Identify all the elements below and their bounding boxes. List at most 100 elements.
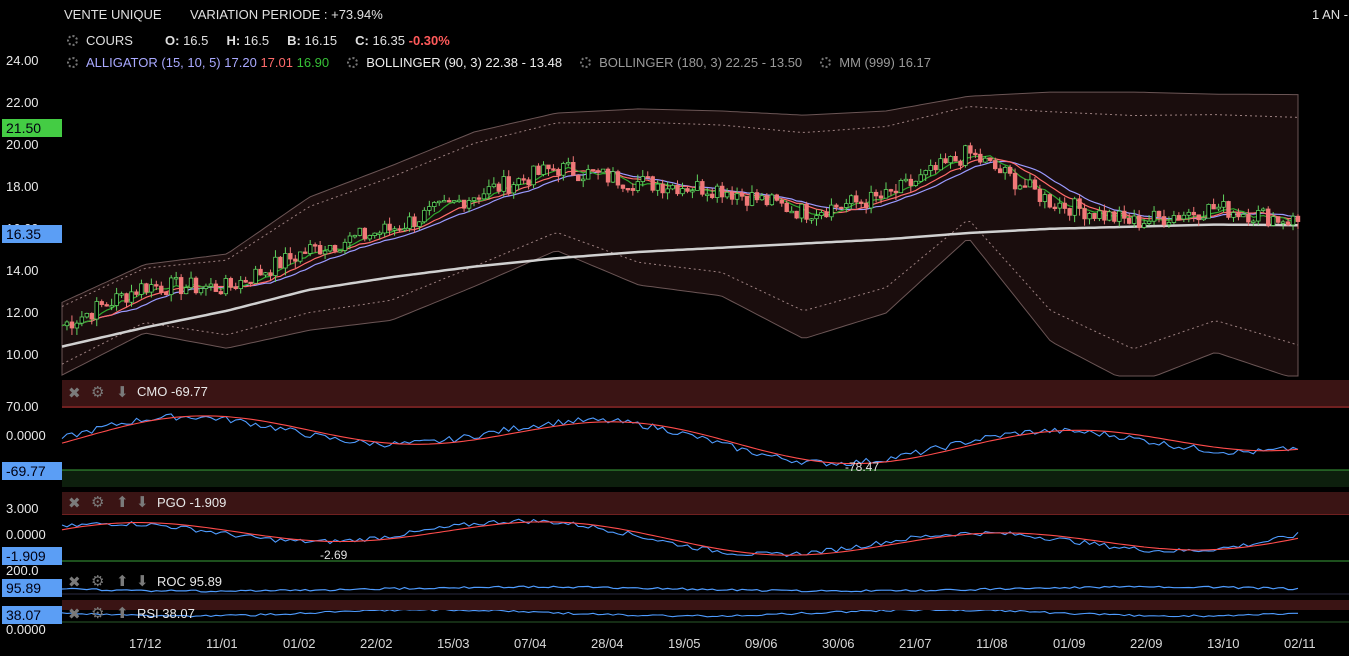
rsi-panel-band [62,600,1349,610]
candle-body [213,283,219,292]
candle-body [387,223,392,231]
cours-label: COURS [86,33,133,48]
candle-body [819,212,824,216]
range-selector[interactable]: 1 AN - [1312,7,1349,22]
date-tick-label: 01/02 [283,636,316,651]
candle-body [883,189,889,199]
candle-body [1151,210,1157,222]
candle-body [442,200,447,203]
candle-body [1186,211,1191,216]
candle-body [322,250,328,255]
candle-body [600,168,606,173]
candle-body [1156,210,1162,217]
candle-body [729,191,735,200]
candle-body [357,227,363,236]
bollinger-90-label: BOLLINGER (90, 3) 22.38 - 13.48 [366,55,563,70]
candle-body [159,285,164,293]
h-label: H: [226,33,241,48]
bollinger-180-upper [61,106,1299,308]
candle-body [1122,210,1127,219]
candle-body [437,200,442,204]
candle-body [1290,215,1296,226]
close-icon[interactable]: ✖ [68,574,81,591]
candle-body [1102,210,1107,221]
candle-body [1107,211,1112,221]
candle-body [1141,223,1147,228]
candle-body [581,178,586,182]
candle-body [824,212,829,218]
gear-icon[interactable] [67,35,78,46]
arrow-up-icon[interactable]: ⬆ [116,573,129,590]
date-tick-label: 02/11 [1284,636,1316,651]
candle-body [769,194,775,206]
candle-body [506,176,511,194]
candle-body [412,216,417,227]
gear-icon[interactable]: ⚙ [91,494,105,511]
o-label: O: [165,33,180,48]
candle-body [1206,204,1211,219]
date-tick-label: 15/03 [437,636,470,651]
arrow-down-icon[interactable]: ⬇ [116,384,129,401]
gear-icon[interactable] [67,57,78,68]
rsi-panel-bar: ✖ ⚙ ⬆ RSI 38.07 [62,604,1349,624]
candle-body [1201,217,1206,221]
arrow-up-icon[interactable]: ⬆ [116,494,129,511]
oscillator-lines [61,406,1349,623]
candle-body [1270,216,1276,226]
candle-body [521,178,526,181]
gear-icon[interactable] [347,57,359,68]
date-tick-label: 22/02 [360,636,393,651]
candle-body [1176,215,1182,220]
candle-body [938,158,943,171]
candle-body [303,251,308,254]
candle-body [1047,194,1053,208]
arrow-down-icon[interactable]: ⬇ [136,573,149,590]
candle-body [144,283,149,293]
candle-body [456,199,462,203]
candle-body [263,272,268,276]
alligator-teeth-value: 17.01 [260,55,293,70]
gear-icon[interactable] [820,57,832,68]
candle-body [198,288,204,294]
b-label: B: [287,33,301,48]
candle-body [749,192,755,206]
candle-body [630,188,636,191]
candle-body [491,183,497,188]
candle-body [481,193,487,200]
o-value: 16.5 [183,33,209,48]
candle-body [1097,210,1102,219]
candle-body [968,145,973,154]
roc-panel-bar: ✖ ⚙ ⬆ ⬇ ROC 95.89 [62,572,1349,592]
candle-body [1022,185,1028,188]
candle-body [804,203,809,220]
close-icon[interactable]: ✖ [68,495,81,512]
candle-body [1027,179,1033,188]
candle-body [1052,206,1057,210]
candle-body [1251,220,1256,223]
candle-body [288,253,293,260]
close-icon[interactable]: ✖ [68,385,81,402]
date-tick-label: 21/07 [899,636,932,651]
arrow-up-icon[interactable]: ⬆ [116,605,129,622]
candle-body [903,178,909,182]
price-tick-label: 24.00 [6,52,39,68]
gear-icon[interactable]: ⚙ [91,384,105,401]
gear-icon[interactable]: ⚙ [91,605,105,622]
candle-body [1226,201,1231,218]
arrow-down-icon[interactable]: ⬇ [136,494,149,511]
candle-body [680,188,685,195]
candle-body [64,321,70,327]
pgo-label: PGO -1.909 [157,495,227,510]
candle-body [243,279,248,283]
close-icon[interactable]: ✖ [68,606,81,623]
cmo-axis-mid: 0.0000 [6,428,46,443]
candle-body [551,168,556,171]
gear-icon[interactable] [580,57,592,68]
candle-body [908,178,914,186]
candle-body [367,235,372,240]
pgo-main-line [61,518,1299,558]
pgo-min-note: -2.69 [320,548,348,562]
candle-body [779,199,784,204]
gear-icon[interactable]: ⚙ [91,573,105,590]
